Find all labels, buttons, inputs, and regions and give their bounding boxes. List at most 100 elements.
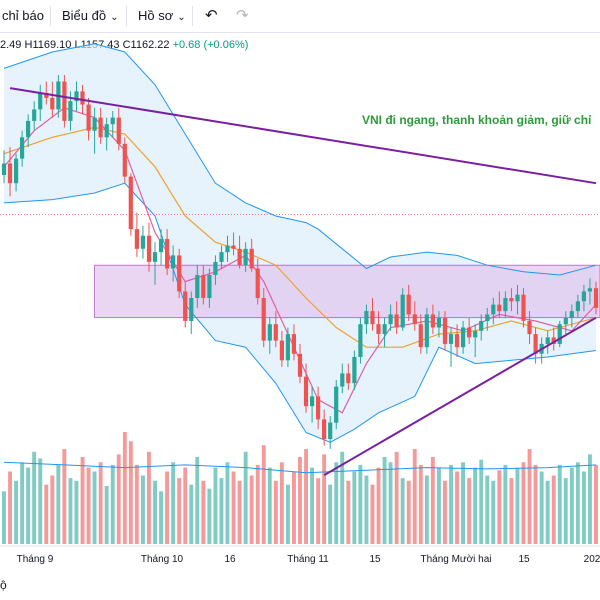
candle-body — [261, 298, 266, 341]
volume-bar — [376, 467, 381, 544]
volume-bar — [147, 451, 151, 544]
volume-bar — [80, 457, 85, 544]
candle-body — [352, 357, 357, 384]
candle-body — [400, 294, 405, 328]
candle-body — [587, 288, 592, 292]
price-chart[interactable]: VNI đi ngang, thanh khoản giảm, giữ chỉ T… — [0, 32, 600, 578]
ohlc-low-label: L — [74, 39, 81, 51]
volume-bar — [14, 480, 18, 544]
volume-bar — [455, 471, 459, 544]
volume-bar — [207, 488, 212, 544]
candle-body — [461, 327, 466, 348]
volume-bar — [195, 457, 200, 544]
candle-body — [219, 252, 224, 262]
bollinger-fill — [4, 43, 596, 443]
volume-bar — [68, 478, 73, 544]
candle-body — [382, 324, 387, 334]
candle-body — [267, 324, 272, 341]
candle-body — [279, 340, 284, 361]
candle-body — [14, 158, 19, 184]
redo-icon[interactable]: ↷ — [236, 7, 249, 24]
candle-body — [177, 255, 182, 292]
volume-bar — [322, 454, 327, 544]
indicators-button[interactable]: chỉ báo — [2, 8, 44, 23]
candle-body — [104, 124, 109, 138]
candle-body — [310, 396, 315, 407]
chart-menu-label: Biểu đồ — [62, 8, 107, 23]
bottom-text: ộ — [0, 578, 7, 592]
volume-bar — [86, 467, 91, 544]
ohlc-close-label: C — [122, 39, 131, 51]
undo-icon[interactable]: ↶ — [205, 7, 218, 24]
volume-bar — [249, 475, 254, 544]
volume-bar — [491, 480, 496, 544]
volume-bar — [177, 478, 182, 544]
profile-menu-label: Hồ sơ — [138, 8, 174, 23]
candle-body — [479, 321, 484, 331]
candle-body — [201, 275, 206, 298]
candle-body — [388, 314, 393, 325]
volume-bar — [533, 464, 538, 544]
candle-body — [26, 120, 31, 138]
candle-body — [497, 304, 502, 312]
volume-bar — [128, 441, 133, 544]
volume-bar — [557, 464, 562, 544]
candle-body — [7, 163, 13, 184]
volume-bar — [545, 480, 550, 544]
volume-bar — [509, 478, 514, 544]
x-tick-label: 202 — [584, 554, 600, 565]
volume-bar — [32, 451, 37, 544]
volume-bar — [20, 462, 25, 544]
candle-body — [364, 311, 369, 325]
volume-bar — [340, 451, 345, 544]
volume-bar — [74, 480, 79, 544]
x-tick-label: Tháng 10 — [141, 554, 184, 565]
candle-body — [436, 317, 441, 328]
candle-body — [213, 261, 218, 275]
volume-bar — [310, 467, 314, 544]
candle-body — [424, 314, 429, 348]
volume-bar — [582, 471, 586, 544]
candle-body — [116, 117, 121, 144]
candle-body — [418, 324, 423, 348]
chevron-down-icon: ⌄ — [177, 12, 186, 23]
candle-body — [98, 117, 103, 138]
candle-body — [322, 419, 327, 440]
candle-body — [503, 298, 508, 312]
candle-body — [358, 324, 363, 357]
candle-body — [249, 248, 254, 269]
candle-body — [328, 422, 333, 439]
volume-bar — [346, 480, 351, 544]
candle-body — [575, 301, 580, 312]
candle-body — [134, 229, 139, 249]
candle-body — [581, 291, 586, 302]
candle-body — [485, 314, 490, 321]
volume-bar — [406, 480, 411, 544]
candle-body — [140, 235, 145, 249]
candle-body — [467, 327, 472, 338]
candle-body — [593, 288, 599, 308]
volume-bar — [92, 471, 97, 544]
candle-body — [50, 97, 55, 110]
toolbar-divider — [50, 6, 51, 26]
volume-bar — [551, 475, 556, 544]
volume-bar — [539, 471, 544, 544]
profile-menu-button[interactable]: Hồ sơ ⌄ — [138, 8, 186, 23]
volume-bar — [237, 480, 242, 544]
chart-menu-button[interactable]: Biểu đồ ⌄ — [62, 8, 118, 23]
candle-body — [442, 317, 448, 344]
indicators-label: chỉ báo — [2, 8, 44, 23]
x-tick-label: 16 — [224, 554, 236, 565]
volume-bar — [219, 478, 224, 544]
chevron-down-icon: ⌄ — [110, 12, 119, 23]
candle-body — [454, 334, 460, 348]
volume-bar — [141, 475, 145, 544]
volume-bar — [189, 484, 194, 544]
volume-bar — [437, 467, 441, 544]
volume-bar — [201, 480, 206, 544]
candle-body — [195, 275, 200, 298]
volume-bar — [243, 451, 248, 544]
candle-body — [273, 324, 278, 341]
volume-bar — [527, 449, 532, 544]
volume-bar — [122, 432, 127, 544]
